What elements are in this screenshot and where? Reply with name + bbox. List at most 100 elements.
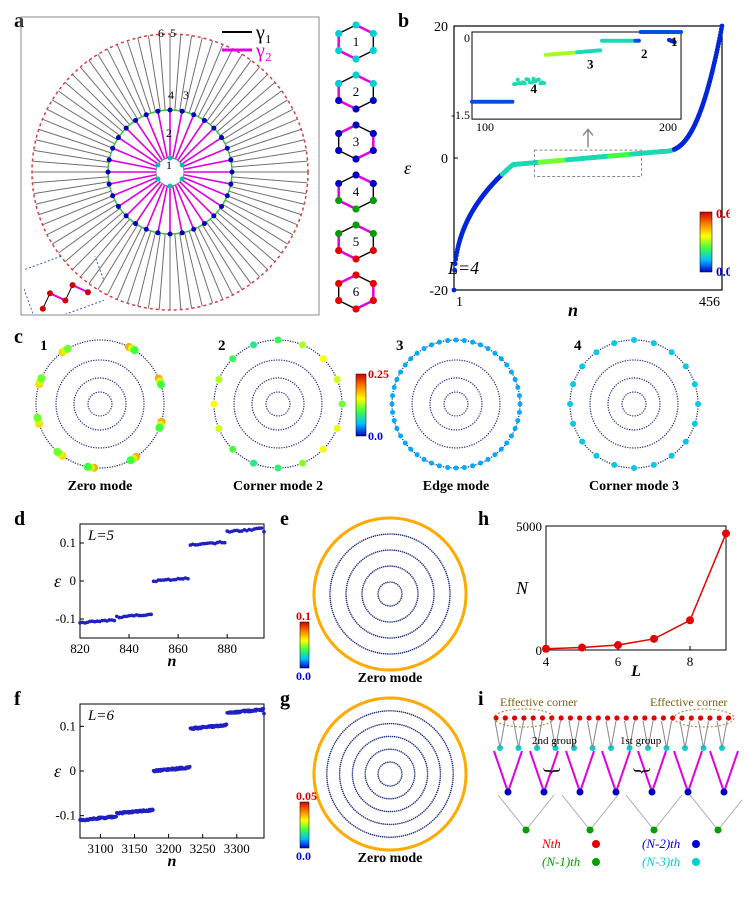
svg-text:1st group: 1st group bbox=[620, 735, 662, 747]
svg-text:0.05: 0.05 bbox=[296, 789, 317, 803]
svg-text:0: 0 bbox=[70, 573, 77, 588]
svg-text:Corner mode 2: Corner mode 2 bbox=[233, 479, 323, 494]
svg-text:Nth: Nth bbox=[541, 836, 561, 851]
svg-text:(N-1)th: (N-1)th bbox=[542, 854, 580, 869]
svg-text:N: N bbox=[515, 578, 529, 598]
svg-text:L=5: L=5 bbox=[87, 528, 114, 544]
svg-text:0: 0 bbox=[441, 152, 448, 167]
svg-text:0: 0 bbox=[464, 31, 470, 45]
svg-text:0: 0 bbox=[536, 643, 543, 658]
svg-text:456: 456 bbox=[699, 295, 720, 310]
svg-text:0.0: 0.0 bbox=[296, 669, 311, 683]
svg-text:0.0: 0.0 bbox=[716, 264, 730, 279]
svg-text:Zero mode: Zero mode bbox=[358, 671, 423, 686]
svg-text:840: 840 bbox=[119, 641, 139, 656]
svg-text:5: 5 bbox=[353, 234, 360, 249]
svg-text:0.1: 0.1 bbox=[296, 609, 311, 623]
svg-text:0.1: 0.1 bbox=[60, 718, 76, 733]
svg-text:Zero mode: Zero mode bbox=[68, 479, 133, 494]
ring-label-2: 2 bbox=[166, 126, 172, 141]
svg-text:n: n bbox=[168, 853, 177, 868]
svg-text:4: 4 bbox=[543, 654, 550, 669]
gamma2-label: γ₂ bbox=[256, 40, 272, 63]
svg-text:0: 0 bbox=[70, 763, 77, 778]
svg-text:0.0: 0.0 bbox=[296, 849, 311, 863]
svg-text:Effective corner: Effective corner bbox=[650, 696, 727, 709]
svg-text:Zero mode: Zero mode bbox=[358, 851, 423, 866]
panel-b-xlabel: n bbox=[568, 300, 578, 321]
svg-text:3: 3 bbox=[587, 57, 594, 72]
svg-text:880: 880 bbox=[217, 641, 237, 656]
svg-text:0.1: 0.1 bbox=[60, 535, 76, 550]
panel-b-label: b bbox=[398, 10, 409, 33]
svg-text:0.6: 0.6 bbox=[716, 206, 730, 221]
svg-text:ε: ε bbox=[54, 571, 62, 591]
panel-d-label: d bbox=[14, 508, 25, 531]
svg-text:3250: 3250 bbox=[190, 841, 216, 856]
svg-text:4: 4 bbox=[574, 338, 582, 354]
figure-root: a γ₁ γ₂ 1 2 3 4 5 6 123456 b -2002014560… bbox=[8, 8, 741, 892]
svg-text:(N-2)th: (N-2)th bbox=[642, 836, 680, 851]
svg-text:820: 820 bbox=[70, 641, 90, 656]
panel-g-ring: Zero mode 0.05 0.0 bbox=[294, 692, 470, 878]
svg-text:6: 6 bbox=[615, 654, 622, 669]
panel-b-annot: L=4 bbox=[448, 258, 479, 279]
ring-label-6: 6 bbox=[158, 26, 164, 41]
panel-c-modes: 1 Zero mode 2 Corner mode 2 3 Edge mode 4 Corne… bbox=[22, 332, 742, 502]
svg-text:Effective corner: Effective corner bbox=[500, 696, 577, 709]
panel-e-label: e bbox=[280, 508, 289, 531]
ring-label-5: 5 bbox=[170, 26, 176, 41]
ring-label-1: 1 bbox=[166, 158, 172, 173]
panel-h-line: 0 5000 4 6 8 L N bbox=[502, 518, 734, 678]
svg-text:L=6: L=6 bbox=[87, 708, 114, 724]
svg-text:Edge mode: Edge mode bbox=[423, 479, 490, 494]
svg-text:4: 4 bbox=[353, 184, 360, 199]
svg-text:-0.1: -0.1 bbox=[55, 808, 76, 823]
svg-text:8: 8 bbox=[687, 654, 694, 669]
panel-d-scatter: -0.100.1820840860880L=5nε bbox=[40, 518, 270, 668]
svg-text:3: 3 bbox=[353, 134, 360, 149]
svg-text:3: 3 bbox=[396, 338, 404, 354]
ring-label-3: 3 bbox=[183, 88, 189, 103]
svg-text:0.0: 0.0 bbox=[368, 429, 383, 443]
panel-e-ring: Zero mode 0.1 0.0 bbox=[294, 512, 470, 688]
panel-f-scatter: -0.100.131003150320032503300L=6nε bbox=[40, 698, 270, 868]
svg-text:2: 2 bbox=[218, 338, 226, 354]
panel-i-schematic: Effective corner Effective corner} 2nd gro… bbox=[486, 696, 742, 880]
svg-text:200: 200 bbox=[659, 120, 677, 134]
svg-text:2nd group: 2nd group bbox=[532, 735, 577, 747]
svg-text:3100: 3100 bbox=[87, 841, 113, 856]
svg-text:-0.1: -0.1 bbox=[55, 611, 76, 626]
svg-text:5000: 5000 bbox=[516, 519, 542, 534]
svg-text:}: } bbox=[631, 766, 653, 776]
svg-text:ε: ε bbox=[54, 761, 62, 781]
panel-g-label: g bbox=[280, 688, 290, 711]
svg-text:1: 1 bbox=[456, 295, 463, 310]
panel-a-inset-box bbox=[24, 256, 104, 314]
svg-text:1: 1 bbox=[671, 34, 678, 49]
svg-text:-1.5: -1.5 bbox=[451, 108, 470, 122]
svg-text:Corner mode 3: Corner mode 3 bbox=[589, 479, 679, 494]
svg-text:L: L bbox=[630, 663, 641, 678]
svg-text:-20: -20 bbox=[429, 284, 448, 299]
panel-i-label: i bbox=[478, 688, 484, 711]
svg-text:n: n bbox=[168, 653, 177, 668]
svg-text:2: 2 bbox=[353, 84, 360, 99]
svg-text:}: } bbox=[541, 766, 563, 776]
svg-text:20: 20 bbox=[434, 20, 448, 35]
svg-text:6: 6 bbox=[353, 284, 360, 299]
panel-a-hexagons: 1 2 3 4 5 6 bbox=[324, 18, 388, 318]
svg-text:1: 1 bbox=[353, 34, 360, 49]
ring-label-4: 4 bbox=[168, 88, 174, 103]
svg-text:(N-3)th: (N-3)th bbox=[642, 854, 680, 869]
panel-h-label: h bbox=[478, 508, 489, 531]
svg-text:100: 100 bbox=[476, 120, 494, 134]
svg-text:3300: 3300 bbox=[224, 841, 250, 856]
panel-f-label: f bbox=[14, 688, 21, 711]
svg-text:4: 4 bbox=[531, 81, 538, 96]
svg-text:1: 1 bbox=[40, 338, 48, 354]
svg-text:2: 2 bbox=[641, 46, 648, 61]
svg-text:0.25: 0.25 bbox=[368, 367, 389, 381]
svg-text:3150: 3150 bbox=[122, 841, 148, 856]
panel-b-ylabel: ε bbox=[404, 158, 411, 179]
